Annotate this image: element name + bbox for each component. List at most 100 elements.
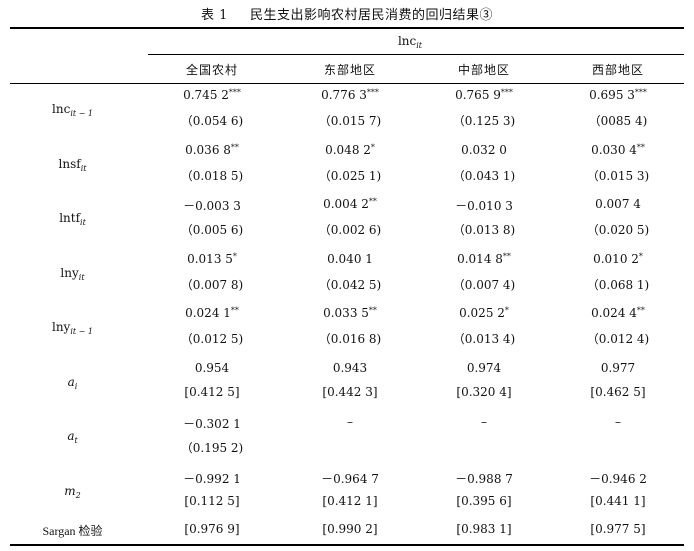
standard-error-cell: （0.012 4)	[586, 332, 650, 346]
significance-stars: **	[636, 306, 645, 315]
bottom-rule	[10, 544, 684, 546]
column-header: 西部地区	[591, 63, 644, 77]
row-label: lntfit	[10, 211, 135, 227]
standard-error-cell: （0.025 1)	[318, 168, 382, 183]
standard-error-cell: （0.018 5)	[180, 168, 244, 183]
row-label: at	[10, 429, 135, 445]
standard-error-cell: （0.125 3)	[452, 114, 516, 128]
coefficient-cell: 0.765 9***	[419, 88, 549, 102]
row-label-sub: it − 1	[70, 109, 93, 118]
standard-error-cell: [0.412 1]	[322, 493, 378, 508]
significance-stars: ***	[366, 88, 379, 97]
coefficient-value: 0.048 2	[325, 142, 371, 157]
coefficient-value: 0.032 0	[461, 142, 507, 157]
coefficient-cell: 0.024 4**	[553, 306, 683, 320]
column-header: 东部地区	[323, 63, 376, 77]
row-label-base: lny	[60, 265, 79, 280]
coefficient-cell: 0.007 4	[553, 197, 683, 211]
coefficient-value: 0.765 9	[455, 88, 501, 102]
row-label: ai	[10, 375, 135, 391]
standard-error-cell: [0.412 5]	[184, 384, 240, 399]
coefficient-value: 0.954	[194, 360, 230, 375]
coefficient-cell: 0.745 2***	[147, 88, 277, 102]
row-label-sub: it	[78, 272, 85, 282]
coefficient-cell: 0.048 2*	[285, 143, 415, 157]
coefficient-cell: －0.003 3	[147, 197, 277, 214]
coefficient-value: 0.030 4	[591, 142, 637, 157]
coefficient-cell: 0.030 4**	[553, 143, 683, 157]
coefficient-cell: 0.943	[285, 361, 415, 375]
standard-error-cell: （0.013 4)	[452, 332, 516, 346]
top-rule	[10, 27, 684, 29]
row-label-base: lny	[51, 320, 71, 334]
coefficient-value: －0.003 3	[183, 199, 241, 213]
row-label-base: a	[67, 429, 75, 443]
row-label-sub: 2	[75, 490, 81, 500]
standard-error-cell: （0085 4)	[588, 114, 648, 128]
row-label: m2	[10, 484, 135, 500]
significance-stars: *	[504, 306, 509, 315]
coefficient-value: 0.024 1	[185, 306, 231, 320]
coefficient-cell: 0.695 3***	[553, 88, 683, 102]
header-divider	[148, 54, 684, 55]
standard-error-cell: [0.462 5]	[590, 384, 646, 399]
coefficient-cell: 0.033 5**	[285, 306, 415, 320]
standard-error-cell: （0.054 6)	[180, 114, 244, 128]
coefficient-cell: －0.302 1	[147, 415, 277, 432]
standard-error-cell: （0.016 8)	[318, 332, 382, 346]
table-title: 民生支出影响农村居民消费的回归结果③	[249, 8, 493, 23]
standard-error-cell: （0.195 2)	[180, 441, 244, 455]
dependent-sub: it	[416, 41, 423, 50]
standard-error-cell: （0.042 5)	[318, 277, 382, 292]
standard-error-cell: （0.020 5)	[586, 223, 650, 237]
coefficient-value: 0.036 8	[185, 142, 231, 157]
coefficient-cell: 0.010 2*	[553, 252, 683, 266]
row-label-base: a	[67, 374, 75, 389]
coefficient-cell: 0.036 8**	[147, 143, 277, 157]
coefficient-value: －0.010 3	[455, 199, 513, 213]
coefficient-cell: 0.954	[147, 361, 277, 375]
coefficient-cell: 0.032 0	[419, 143, 549, 157]
table-caption: 表 1 民生支出影响农村居民消费的回归结果③	[0, 4, 694, 23]
significance-stars: **	[368, 306, 377, 315]
sargan-value: [0.977 5]	[590, 522, 646, 536]
sargan-value: [0.983 1]	[456, 522, 512, 536]
coefficient-value: 0.745 2	[183, 88, 229, 102]
dependent-variable: lncit	[390, 34, 430, 50]
significance-stars: **	[502, 251, 511, 261]
significance-stars: ***	[228, 88, 241, 97]
coefficient-value: 0.013 5	[187, 251, 233, 266]
coefficient-cell: 0.013 5*	[147, 252, 277, 266]
standard-error-cell: （0.013 8)	[452, 223, 516, 237]
coefficient-value: 0.977	[600, 360, 636, 375]
significance-stars: **	[368, 197, 377, 206]
coefficient-cell: 0.014 8**	[419, 252, 549, 266]
standard-error-cell: （0.012 5)	[180, 332, 244, 346]
standard-error-cell: [0.442 3]	[322, 384, 378, 399]
column-header: 中部地区	[457, 63, 510, 77]
coefficient-value: –	[347, 415, 353, 429]
standard-error-cell: （0.002 6)	[318, 223, 382, 237]
coefficient-value: 0.776 3	[321, 88, 367, 102]
row-label: lnyit	[10, 266, 135, 282]
significance-stars: **	[230, 306, 239, 315]
row-label-sub: it	[80, 163, 87, 173]
coefficient-value: 0.004 2	[323, 197, 369, 211]
coefficient-value: 0.040 1	[327, 251, 373, 266]
coefficient-value: 0.695 3	[589, 88, 635, 102]
row-label-base: lnsf	[58, 156, 81, 171]
coefficient-cell: －0.010 3	[419, 197, 549, 214]
coefficient-value: 0.025 2	[459, 306, 505, 320]
sargan-value: [0.990 2]	[322, 522, 378, 536]
row-label-sub: i	[74, 381, 78, 391]
significance-stars: **	[636, 142, 645, 152]
coefficient-value: –	[615, 415, 621, 429]
coefficient-cell: 0.977	[553, 361, 683, 375]
coefficient-value: －0.988 7	[455, 471, 513, 486]
sargan-label: Sargan 检验	[42, 524, 103, 538]
coefficient-cell: 0.004 2**	[285, 197, 415, 211]
coefficient-cell: 0.040 1	[285, 252, 415, 266]
coefficient-cell: 0.974	[419, 361, 549, 375]
header-bottom-rule	[10, 83, 684, 84]
standard-error-cell: （0.007 8)	[180, 277, 244, 292]
